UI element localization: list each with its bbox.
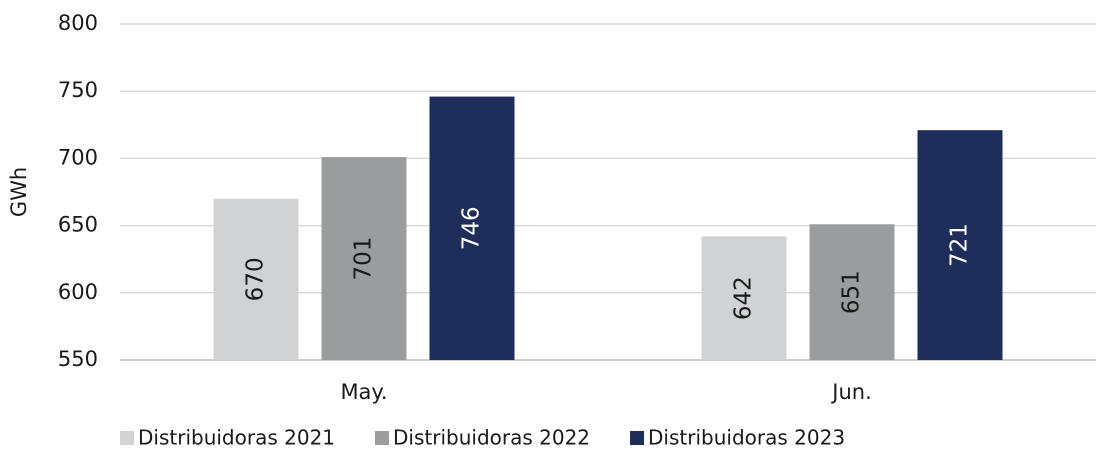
data-label: 721 [947, 223, 973, 267]
data-label: 701 [351, 237, 377, 281]
legend-label: Distribuidoras 2023 [648, 426, 845, 449]
y-tick-label: 750 [58, 78, 98, 102]
y-tick-label: 700 [58, 145, 98, 169]
y-tick-label: 650 [58, 213, 98, 237]
legend-label: Distribuidoras 2022 [393, 426, 590, 449]
y-tick-label: 550 [58, 347, 98, 371]
data-label: 670 [243, 257, 269, 301]
data-label: 746 [459, 206, 485, 250]
legend-label: Distribuidoras 2021 [138, 426, 335, 449]
legend-swatch [630, 431, 644, 445]
y-axis-label: GWh [7, 167, 31, 217]
legend-swatch [120, 431, 134, 445]
x-tick-label: Jun. [830, 380, 872, 404]
page: {"chart_data": {"type": "bar", "y_label"… [0, 0, 1096, 449]
legend-swatch [375, 431, 389, 445]
chart: GWh 550 600 650 700 750 800 May. 670 701 746 Jun. 6… [0, 0, 1096, 449]
y-tick-label: 800 [58, 11, 98, 35]
x-tick-label: May. [340, 380, 387, 404]
y-tick-label: 600 [58, 280, 98, 304]
data-label: 651 [839, 270, 865, 314]
data-label: 642 [731, 276, 757, 320]
